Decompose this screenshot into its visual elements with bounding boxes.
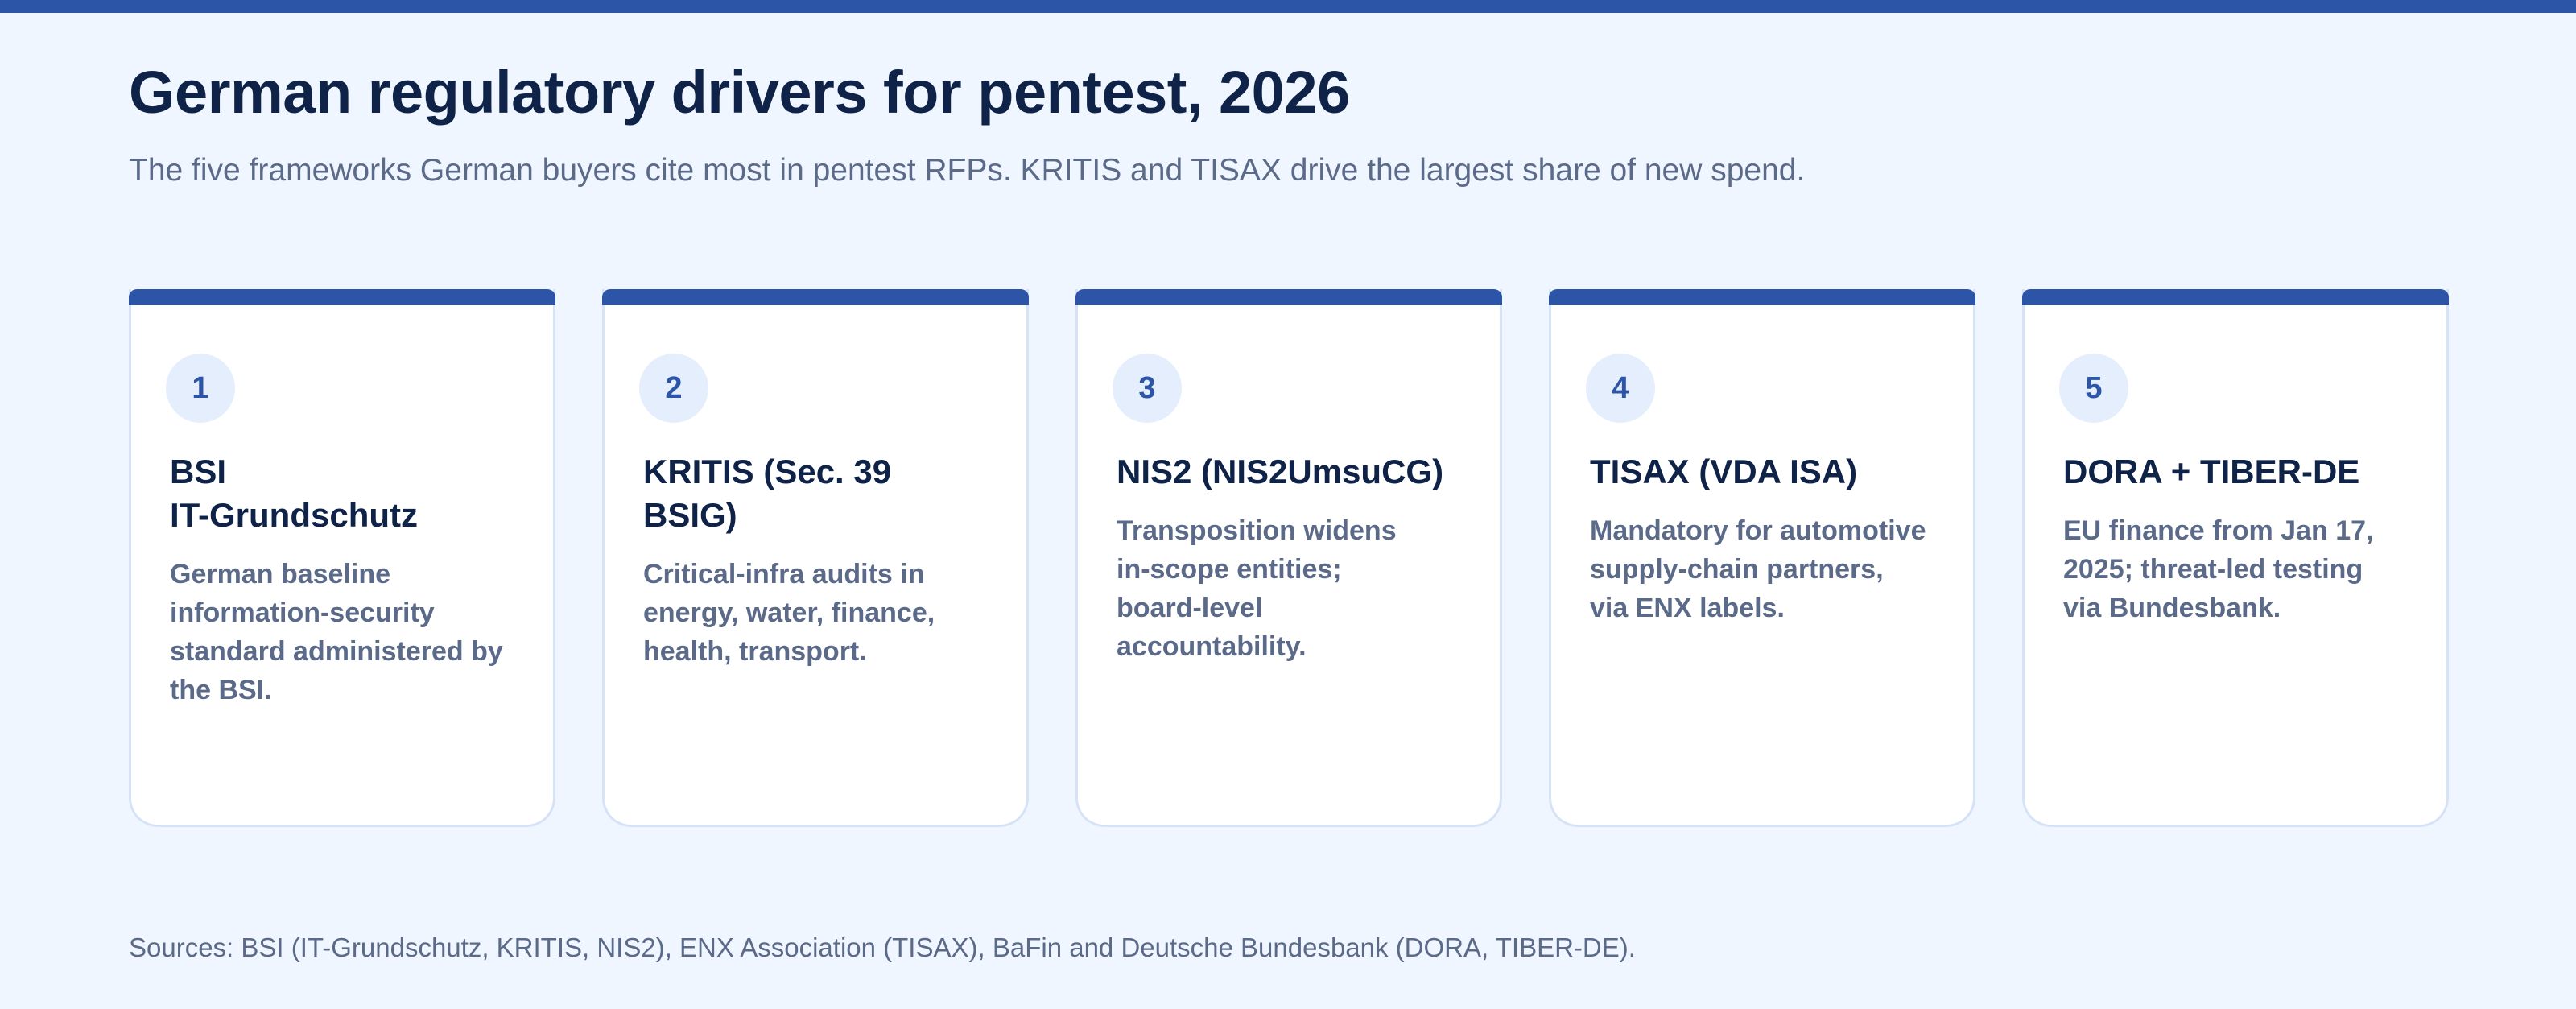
body-line: Mandatory for automotive [1590, 515, 1926, 546]
card: 1 BSI IT-Grundschutz German baseline informa… [129, 289, 555, 827]
body-line: accountability. [1117, 631, 1307, 662]
card-heading: DORA + TIBER-DE EU finance from Jan 17, 20… [2063, 450, 2373, 627]
card-heading: KRITIS (Sec. 39 BSIG) Critical-infra audit… [643, 450, 935, 671]
card: 3 NIS2 (NIS2UmsuCG) Transposition widens in… [1075, 289, 1502, 827]
body-line: standard administered by [170, 636, 503, 667]
body-line: board-level [1117, 593, 1263, 623]
heading-line: BSI [170, 453, 227, 490]
card-body: German baseline information-security stand… [170, 555, 503, 709]
body-line: 2025; threat-led testing [2063, 554, 2363, 585]
body-line: Critical-infra audits in [643, 559, 925, 589]
card-accent [2022, 289, 2449, 305]
card-body: Transposition widens in-scope entities; bo… [1117, 511, 1443, 666]
title: German regulatory drivers for pentest, 2… [129, 59, 1350, 126]
body-line: EU finance from Jan 17, [2063, 515, 2374, 546]
card-accent [1075, 289, 1502, 305]
body-line: via ENX labels. [1590, 593, 1785, 623]
card-body: Critical-infra audits in energy, water, f… [643, 555, 935, 671]
body-line: health, transport. [643, 636, 867, 667]
card-body: Mandatory for automotive supply-chain par… [1590, 511, 1926, 627]
card: 5 DORA + TIBER-DE EU finance from Jan 17, 2… [2022, 289, 2449, 827]
card-accent [1549, 289, 1975, 305]
card-number: 4 [1586, 354, 1655, 423]
body-line: in-scope entities; [1117, 554, 1342, 585]
heading-line: NIS2 (NIS2UmsuCG) [1117, 453, 1444, 490]
card-number: 3 [1113, 354, 1182, 423]
body-line: energy, water, finance, [643, 598, 935, 628]
body-line: German baseline [170, 559, 391, 589]
heading-line: DORA + TIBER-DE [2063, 453, 2360, 490]
card-accent [602, 289, 1029, 305]
card-number: 1 [166, 354, 235, 423]
card-row: 1 BSI IT-Grundschutz German baseline informa… [129, 289, 2449, 827]
sources: Sources: BSI (IT-Grundschutz, KRITIS, NI… [129, 932, 1636, 962]
body-line: supply-chain partners, [1590, 554, 1884, 585]
subtitle: The five frameworks German buyers cite m… [129, 153, 1806, 188]
card-heading: TISAX (VDA ISA) Mandatory for automotive s… [1590, 450, 1926, 627]
card-body: EU finance from Jan 17, 2025; threat-led … [2063, 511, 2373, 627]
card: 4 TISAX (VDA ISA) Mandatory for automotive… [1549, 289, 1975, 827]
body-line: Transposition widens [1117, 515, 1397, 546]
body-line: via Bundesbank. [2063, 593, 2281, 623]
top-bar [0, 0, 2576, 13]
card-heading: NIS2 (NIS2UmsuCG) Transposition widens in-… [1117, 450, 1443, 666]
card-heading: BSI IT-Grundschutz German baseline informat… [170, 450, 503, 709]
card-number: 5 [2059, 354, 2128, 423]
card-number: 2 [639, 354, 708, 423]
body-line: the BSI. [170, 675, 272, 705]
body-line: information-security [170, 598, 435, 628]
heading-line: KRITIS (Sec. 39 [643, 453, 892, 490]
heading-line: BSIG) [643, 496, 737, 534]
card-accent [129, 289, 555, 305]
heading-line: TISAX (VDA ISA) [1590, 453, 1858, 490]
card: 2 KRITIS (Sec. 39 BSIG) Critical-infra audi… [602, 289, 1029, 827]
heading-line: IT-Grundschutz [170, 496, 418, 534]
